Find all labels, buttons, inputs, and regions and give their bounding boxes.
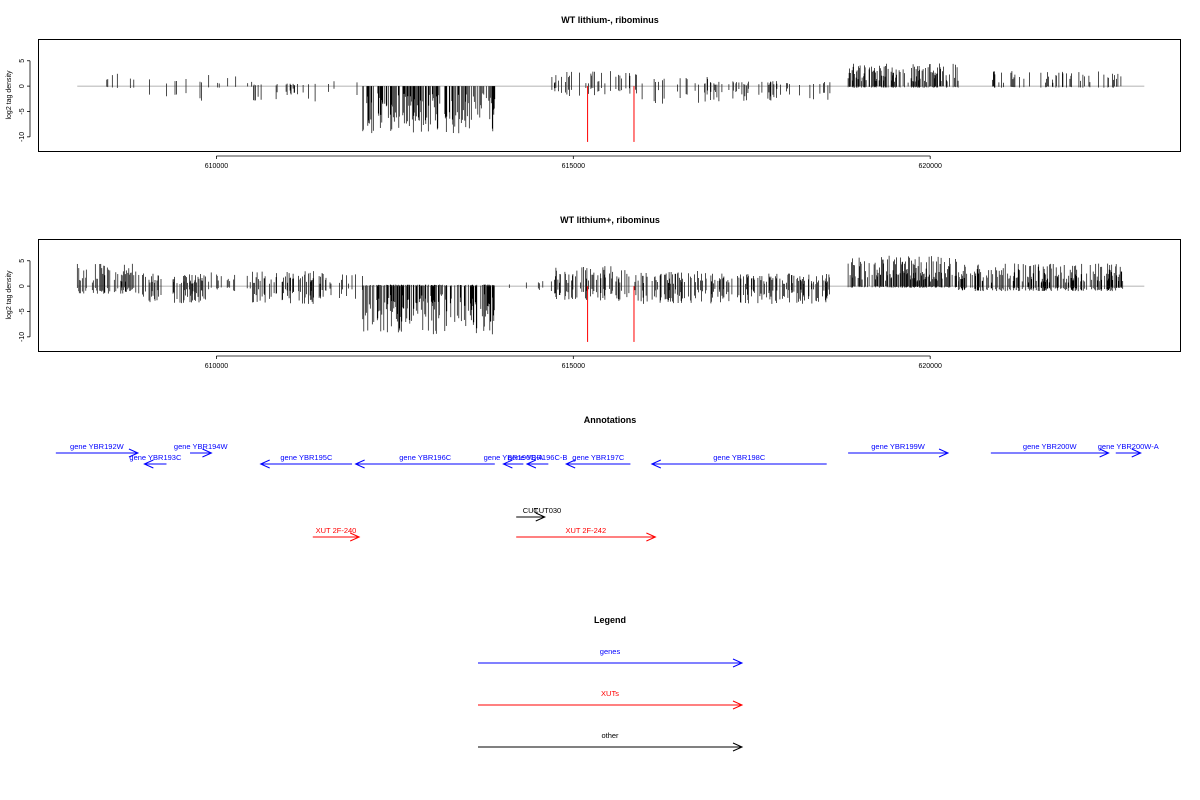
feature-label: XUT 2F-240: [316, 526, 357, 535]
feature-label: gene YBR198C: [713, 453, 766, 462]
signal-bars: [77, 63, 1145, 142]
annotation-feature: gene YBR196C-B: [508, 453, 567, 469]
x-tick-label: 610000: [205, 163, 228, 170]
feature-label: gene YBR199W: [871, 442, 926, 451]
track-panel-lithium-plus: WT lithium+, ribominus log2 tag density …: [6, 215, 1181, 370]
annotation-feature: gene YBR199W: [848, 442, 950, 458]
legend: Legend genes XUTs other: [478, 615, 744, 752]
feature-arrow-arrowhead: [143, 459, 154, 469]
y-tick-label: -10: [19, 332, 26, 342]
feature-arrow-arrowhead: [259, 459, 270, 469]
legend-item: genes: [478, 647, 744, 668]
y-axis-label: log2 tag density: [6, 270, 13, 320]
legend-label: other: [601, 731, 619, 740]
y-axis: 5 0 -5 -10: [19, 259, 31, 342]
y-tick-label: 5: [19, 259, 26, 263]
legend-label: XUTs: [601, 689, 619, 698]
legend-title: Legend: [594, 615, 626, 625]
legend-items: genes XUTs other: [478, 647, 744, 752]
feature-label: gene YBR193C: [129, 453, 182, 462]
annotation-feature: XUT 2F-240: [312, 526, 361, 542]
annotation-feature: CUT030: [533, 506, 561, 515]
annotation-feature: gene YBR192W: [55, 442, 140, 458]
legend-arrow-arrowhead: [732, 658, 744, 668]
y-tick-label: -5: [19, 308, 26, 314]
plot-frame: [38, 239, 1181, 352]
feature-arrow-arrowhead: [202, 448, 213, 458]
y-tick-label: -10: [19, 132, 26, 142]
feature-label: CUT030: [533, 506, 561, 515]
legend-label: genes: [600, 647, 621, 656]
feature-arrow-arrowhead: [502, 459, 513, 469]
y-tick-label: 5: [19, 59, 26, 63]
feature-label: CUT: [523, 506, 539, 515]
feature-arrow-arrowhead: [525, 459, 537, 469]
y-tick-label: 0: [19, 284, 26, 288]
panel-title: WT lithium-, ribominus: [561, 15, 659, 25]
signal-bars: [76, 255, 1145, 342]
feature-label: gene YBR195C: [280, 453, 333, 462]
feature-label: gene YBR196C: [399, 453, 452, 462]
y-axis-label: log2 tag density: [6, 70, 13, 120]
annotation-features: gene YBR192W gene YBR193C gene YBR194W gene…: [55, 442, 1159, 542]
annotation-feature: gene YBR198C: [650, 453, 827, 469]
y-tick-label: 0: [19, 84, 26, 88]
feature-label: gene YBR196C-B: [508, 453, 567, 462]
annotation-feature: gene YBR196C: [354, 453, 495, 469]
feature-arrow-arrowhead: [128, 448, 140, 458]
feature-arrow-arrowhead: [535, 512, 546, 522]
feature-arrow-arrowhead: [564, 459, 576, 469]
plot-frame: [38, 39, 1181, 152]
annotation-feature: gene YBR200W-A: [1098, 442, 1159, 458]
y-axis: 5 0 -5 -10: [19, 59, 31, 142]
annotation-feature: CUT: [516, 506, 546, 522]
annotation-feature: gene YBR197C: [564, 453, 631, 469]
annotation-feature: gene YBR195C: [259, 453, 353, 469]
x-axis: 610000 615000 620000: [205, 355, 942, 370]
track-panel-lithium-minus: WT lithium-, ribominus log2 tag density …: [6, 15, 1181, 170]
feature-label: gene YBR194W: [174, 442, 229, 451]
annotation-feature: gene YBR200W: [990, 442, 1110, 458]
feature-arrow-arrowhead: [354, 459, 365, 469]
legend-item: XUTs: [478, 689, 744, 710]
annotation-feature: gene YBR196C-A: [484, 453, 543, 469]
feature-label: gene YBR200W: [1023, 442, 1078, 451]
feature-arrow-arrowhead: [650, 459, 662, 469]
feature-arrow-arrowhead: [646, 532, 657, 542]
legend-item: other: [478, 731, 744, 752]
feature-label: gene YBR200W-A: [1098, 442, 1159, 451]
feature-arrow-arrowhead: [938, 448, 950, 458]
x-tick-label: 610000: [205, 363, 228, 370]
feature-label: gene YBR197C: [572, 453, 625, 462]
panel-title: WT lithium+, ribominus: [560, 215, 660, 225]
x-tick-label: 620000: [919, 363, 942, 370]
feature-label: XUT 2F-242: [565, 526, 606, 535]
feature-arrow-arrowhead: [1099, 448, 1110, 458]
x-tick-label: 615000: [562, 163, 585, 170]
legend-arrow-arrowhead: [732, 700, 744, 710]
annotation-feature: XUT 2F-242: [516, 526, 657, 542]
x-axis: 610000 615000 620000: [205, 155, 942, 170]
annotation-feature: gene YBR194W: [174, 442, 229, 458]
annotation-feature: gene YBR193C: [129, 453, 182, 469]
feature-label: gene YBR192W: [70, 442, 125, 451]
annotations-title: Annotations: [584, 415, 637, 425]
x-tick-label: 615000: [562, 363, 585, 370]
legend-arrow-arrowhead: [732, 742, 744, 752]
feature-arrow-arrowhead: [349, 532, 361, 542]
y-tick-label: -5: [19, 108, 26, 114]
feature-label: gene YBR196C-A: [484, 453, 543, 462]
x-tick-label: 620000: [919, 163, 942, 170]
feature-arrow-arrowhead: [1131, 448, 1142, 458]
